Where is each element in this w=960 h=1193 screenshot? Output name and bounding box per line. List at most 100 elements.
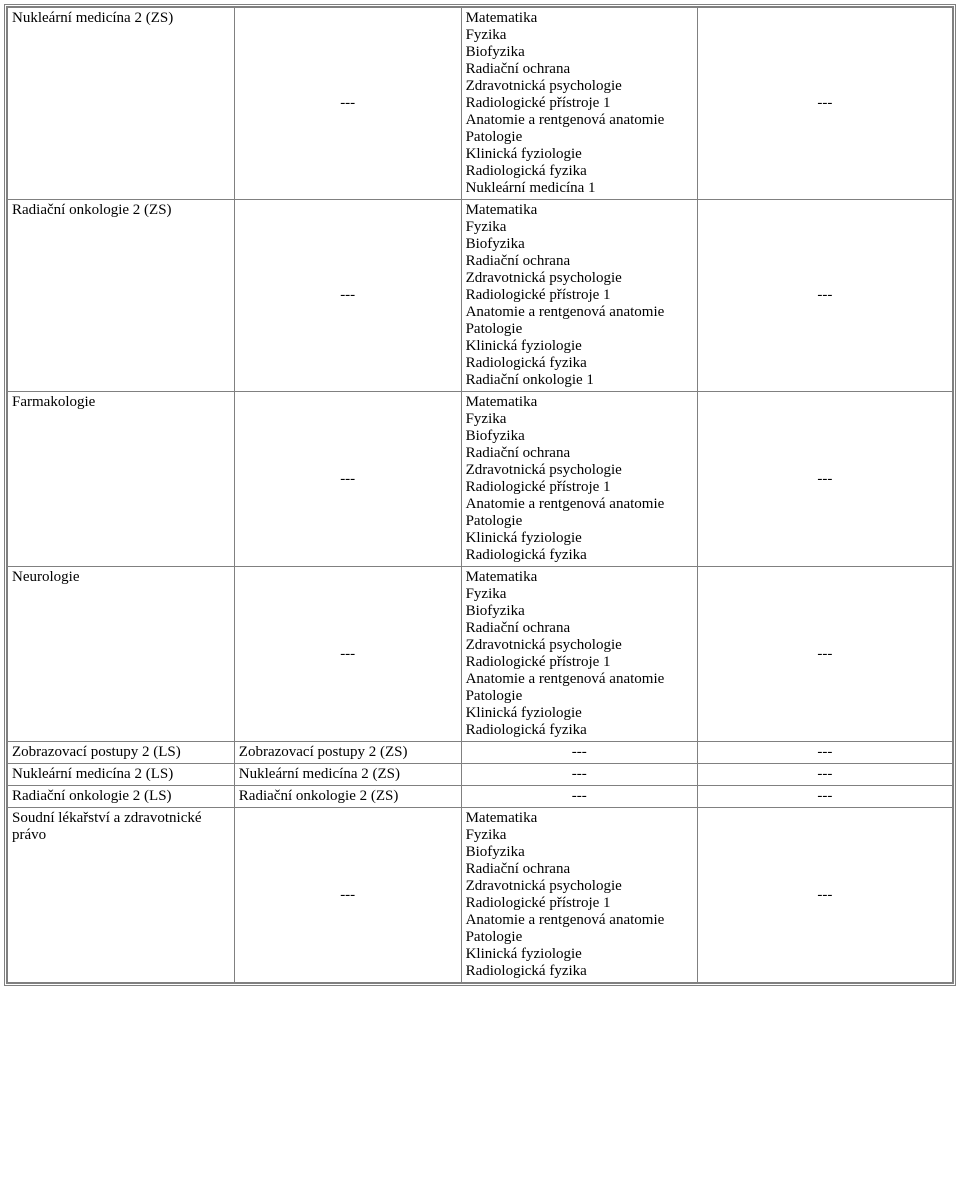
cell-line: Radiologická fyzika: [466, 163, 693, 180]
cell-text: ---: [340, 471, 355, 487]
cell-line: Radiologické přístroje 1: [466, 895, 693, 912]
table-cell: ---: [234, 392, 461, 567]
cell-line: Radiologická fyzika: [466, 963, 693, 980]
table-cell: Nukleární medicína 2 (ZS): [234, 764, 461, 786]
cell-line: Fyzika: [466, 586, 693, 603]
table-row: Radiační onkologie 2 (ZS)---MatematikaFy…: [8, 200, 953, 392]
table-cell: ---: [697, 808, 952, 983]
cell-line: Matematika: [466, 10, 693, 27]
cell-line: Klinická fyziologie: [466, 946, 693, 963]
cell-line: Radiační ochrana: [466, 61, 693, 78]
cell-line: Klinická fyziologie: [466, 338, 693, 355]
cell-text: ---: [817, 788, 832, 804]
cell-line: Fyzika: [466, 27, 693, 44]
table-cell: ---: [697, 392, 952, 567]
cell-line: Matematika: [466, 394, 693, 411]
table-row: Radiační onkologie 2 (LS) Radiační onkolo…: [8, 786, 953, 808]
cell-text: ---: [572, 788, 587, 804]
table-cell: ---: [697, 786, 952, 808]
table-cell: ---: [234, 567, 461, 742]
cell-line: Anatomie a rentgenová anatomie: [466, 112, 693, 129]
cell-line: Zdravotnická psychologie: [466, 270, 693, 287]
table-cell: Nukleární medicína 2 (ZS): [8, 8, 235, 200]
table-cell: Radiační onkologie 2 (LS): [8, 786, 235, 808]
cell-line: Biofyzika: [466, 236, 693, 253]
cell-text: ---: [340, 887, 355, 903]
cell-line: Anatomie a rentgenová anatomie: [466, 671, 693, 688]
cell-text: ---: [817, 471, 832, 487]
table-row: Nukleární medicína 2 (ZS) --- MatematikaFy…: [8, 8, 953, 200]
cell-text: Radiační onkologie 2 (ZS): [12, 202, 172, 218]
cell-line: Patologie: [466, 688, 693, 705]
cell-line: Radiační ochrana: [466, 445, 693, 462]
table-cell: Zobrazovací postupy 2 (LS): [8, 742, 235, 764]
cell-text: Radiační onkologie 2 (LS): [12, 788, 172, 804]
table-row: Neurologie---MatematikaFyzikaBiofyzikaRa…: [8, 567, 953, 742]
table-cell: ---: [461, 742, 697, 764]
table-body: Nukleární medicína 2 (ZS)---MatematikaFy…: [8, 8, 953, 983]
cell-text: Farmakologie: [12, 394, 95, 410]
cell-line: Anatomie a rentgenová anatomie: [466, 912, 693, 929]
table-cell: ---: [234, 808, 461, 983]
cell-line: Radiologické přístroje 1: [466, 95, 693, 112]
cell-text: ---: [817, 95, 832, 111]
cell-line: Radiologická fyzika: [466, 722, 693, 739]
cell-line: Fyzika: [466, 827, 693, 844]
table-cell: MatematikaFyzikaBiofyzikaRadiační ochran…: [461, 808, 697, 983]
table-cell: Radiační onkologie 2 (ZS): [234, 786, 461, 808]
cell-line: Klinická fyziologie: [466, 530, 693, 547]
table-cell: MatematikaFyzikaBiofyzikaRadiační ochran…: [461, 567, 697, 742]
table-row: Zobrazovací postupy 2 (LS)Zobrazovací po…: [8, 742, 953, 764]
table-cell: ---: [697, 200, 952, 392]
cell-line: Klinická fyziologie: [466, 705, 693, 722]
cell-text: ---: [572, 766, 587, 782]
cell-line: Radiologická fyzika: [466, 355, 693, 372]
cell-text: Neurologie: [12, 569, 79, 585]
cell-text: ---: [340, 287, 355, 303]
table-cell: Nukleární medicína 2 (LS): [8, 764, 235, 786]
cell-line: Radiační ochrana: [466, 253, 693, 270]
cell-line: Fyzika: [466, 219, 693, 236]
table-cell: ---: [234, 8, 461, 200]
cell-line: Zdravotnická psychologie: [466, 78, 693, 95]
table-cell: ---: [234, 200, 461, 392]
table-cell: MatematikaFyzikaBiofyzikaRadiační ochran…: [461, 8, 697, 200]
table-row: Farmakologie --- MatematikaFyzikaBiofyzika…: [8, 392, 953, 567]
cell-line: Biofyzika: [466, 603, 693, 620]
cell-text: ---: [817, 766, 832, 782]
cell-line: Biofyzika: [466, 428, 693, 445]
table-cell: ---: [697, 742, 952, 764]
cell-line: Anatomie a rentgenová anatomie: [466, 304, 693, 321]
cell-line: Radiační onkologie 1: [466, 372, 693, 389]
cell-text: Zobrazovací postupy 2 (ZS): [239, 744, 408, 760]
cell-line: Soudní lékařství a zdravotnické: [12, 810, 230, 827]
table-cell: Soudní lékařství a zdravotnicképrávo: [8, 808, 235, 983]
table-cell: Zobrazovací postupy 2 (ZS): [234, 742, 461, 764]
table-cell: MatematikaFyzikaBiofyzikaRadiační ochran…: [461, 392, 697, 567]
cell-line: Radiologická fyzika: [466, 547, 693, 564]
cell-text: ---: [817, 646, 832, 662]
cell-line: Patologie: [466, 513, 693, 530]
table-cell: Neurologie: [8, 567, 235, 742]
table-cell: ---: [461, 786, 697, 808]
cell-line: Matematika: [466, 202, 693, 219]
table-row: Soudní lékařství a zdravotnicképrávo---M…: [8, 808, 953, 983]
table-cell: ---: [461, 764, 697, 786]
course-prereq-table-wrap: Nukleární medicína 2 (ZS)---MatematikaFy…: [4, 4, 956, 986]
cell-line: Patologie: [466, 929, 693, 946]
cell-line: Radiologické přístroje 1: [466, 479, 693, 496]
cell-line: Radiační ochrana: [466, 861, 693, 878]
table-cell: ---: [697, 8, 952, 200]
cell-text: ---: [572, 744, 587, 760]
cell-line: Matematika: [466, 810, 693, 827]
table-cell: ---: [697, 764, 952, 786]
cell-line: Radiologické přístroje 1: [466, 654, 693, 671]
cell-line: Biofyzika: [466, 844, 693, 861]
table-cell: Radiační onkologie 2 (ZS): [8, 200, 235, 392]
table-cell: ---: [697, 567, 952, 742]
cell-text: ---: [340, 95, 355, 111]
cell-line: Patologie: [466, 129, 693, 146]
cell-line: Klinická fyziologie: [466, 146, 693, 163]
cell-text: Nukleární medicína 2 (ZS): [12, 10, 173, 26]
cell-line: Matematika: [466, 569, 693, 586]
